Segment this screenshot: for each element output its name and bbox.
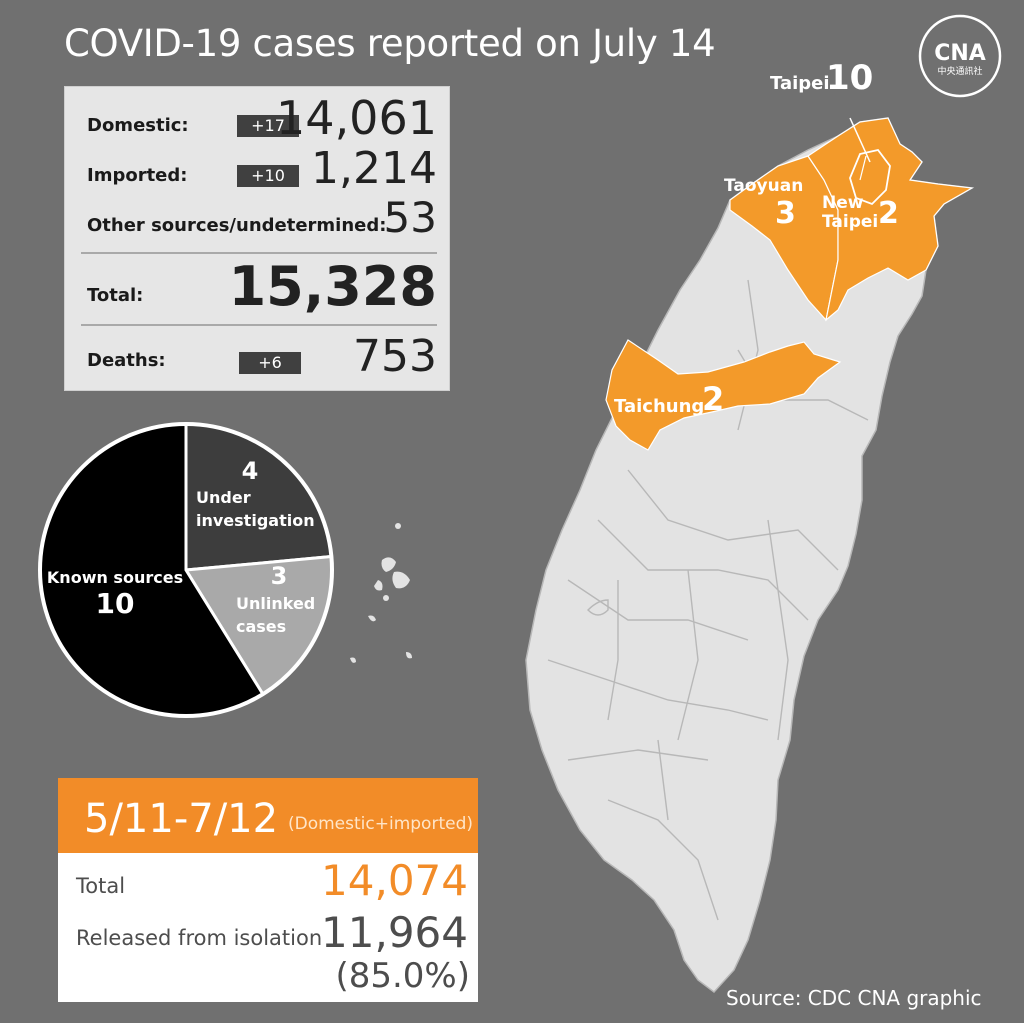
pie-label-known: Known sources 10 [44, 566, 186, 619]
taipei-region [849, 148, 891, 206]
svg-text:CNA: CNA [934, 41, 986, 66]
released-value: 11,964 [321, 908, 468, 957]
new-taipei-region [807, 117, 974, 322]
cumulative-header: 5/11-7/12 (Domestic+imported) [58, 778, 478, 853]
under-investigation-count: 4 [241, 457, 259, 485]
taipei-leader-line [849, 117, 871, 163]
deaths-delta: +6 [239, 352, 301, 374]
divider [81, 252, 437, 254]
city-label-new-taipei: New Taipei [822, 194, 878, 232]
city-count-taoyuan: 3 [775, 196, 796, 231]
domestic-delta: +17 [237, 115, 299, 137]
city-label-taichung: Taichung [614, 396, 705, 417]
other-value: 53 [383, 193, 437, 242]
unlinked-label-2: cases [236, 617, 287, 636]
unlinked-count: 3 [270, 562, 288, 590]
taichung-region [605, 339, 842, 451]
logo-caption: 中央通訊社 [937, 67, 983, 77]
domestic-value: 14,061 [276, 91, 437, 145]
unlinked-label-1: Unlinked [236, 594, 316, 613]
imported-value: 1,214 [311, 143, 437, 194]
known-sources-count: 10 [95, 587, 135, 620]
source-pie-chart [38, 422, 334, 718]
other-label: Other sources/undetermined: [87, 215, 387, 236]
imported-label: Imported: [87, 165, 188, 186]
source-credit: Source: CDC CNA graphic [726, 986, 982, 1010]
pie-label-under-text: Under investigation [196, 486, 315, 532]
stats-panel: Domestic: +17 14,061 Imported: +10 1,214… [64, 86, 450, 391]
cna-logo: CNA [918, 14, 1002, 98]
imported-delta: +10 [237, 165, 299, 187]
county-borders [547, 279, 869, 921]
released-percent: (85.0%) [335, 956, 470, 996]
pie-label-unlinked: 3 [234, 562, 324, 590]
date-range-note: (Domestic+imported) [288, 814, 473, 834]
pie-outline [38, 422, 334, 718]
city-label-taipei: Taipei [770, 73, 830, 94]
new-taipei-line2: Taipei [822, 212, 879, 232]
total-value: 15,328 [228, 255, 437, 318]
city-count-new-taipei: 2 [878, 196, 899, 231]
pie-label-under: 4 [194, 458, 306, 484]
domestic-label: Domestic: [87, 115, 189, 136]
new-taipei-line1: New [822, 193, 864, 213]
taiwan-map [525, 117, 975, 994]
date-range: 5/11-7/12 [84, 796, 279, 842]
cumulative-total-label: Total [76, 874, 126, 898]
cumulative-panel: 5/11-7/12 (Domestic+imported) Total 14,0… [58, 778, 478, 1002]
city-count-taipei: 10 [826, 58, 874, 98]
released-label: Released from isolation [76, 926, 323, 950]
known-sources-label: Known sources [46, 568, 184, 587]
deaths-label: Deaths: [87, 350, 166, 371]
city-count-taichung: 2 [702, 380, 725, 418]
cumulative-total-value: 14,074 [321, 856, 468, 905]
deaths-value: 753 [353, 331, 437, 382]
pie-label-unlinked-text: Unlinked cases [236, 592, 315, 638]
divider [81, 324, 437, 326]
under-investigation-label-2: investigation [196, 511, 315, 530]
total-label: Total: [87, 285, 144, 306]
page-title: COVID-19 cases reported on July 14 [64, 22, 716, 65]
under-investigation-label-1: Under [196, 488, 251, 507]
city-label-taoyuan: Taoyuan [724, 176, 804, 196]
penghu-islands [350, 523, 412, 663]
